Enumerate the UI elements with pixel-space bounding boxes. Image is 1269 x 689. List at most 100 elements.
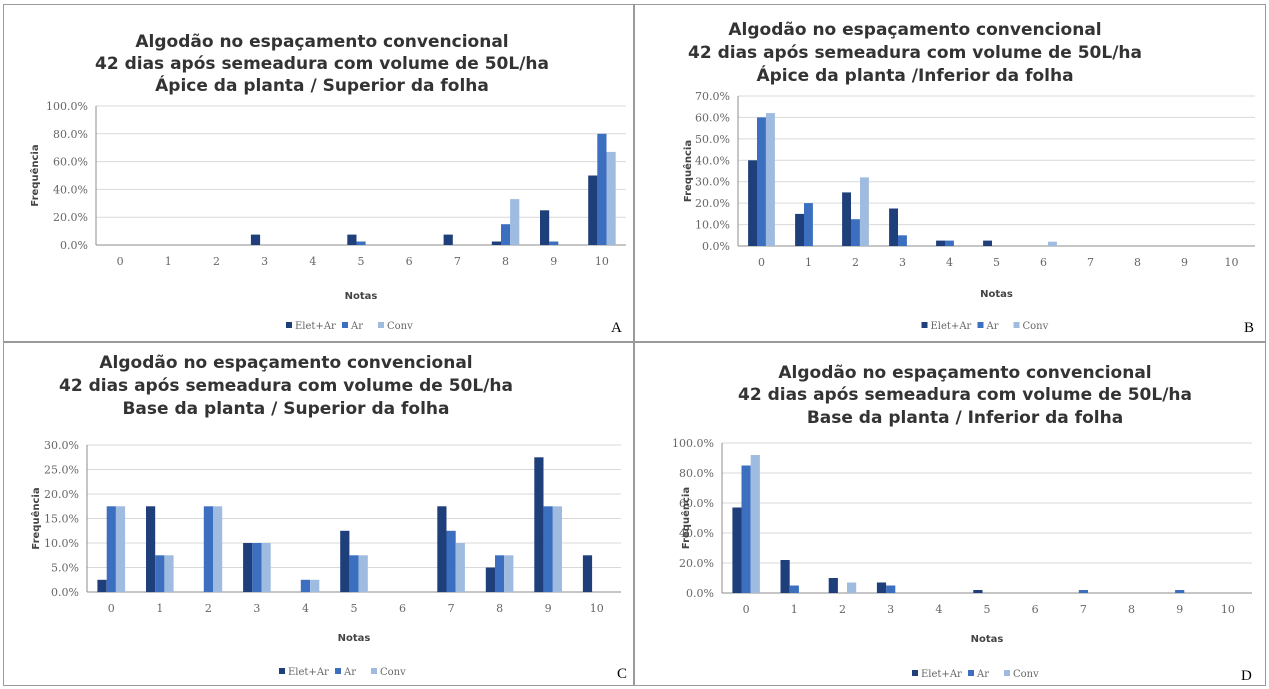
bar: [860, 177, 869, 246]
x-tick-label: 5: [351, 602, 358, 615]
x-tick-label: 1: [165, 255, 172, 268]
x-tick-label: 10: [590, 602, 604, 615]
bar: [795, 213, 804, 246]
y-tick-label: 40.0%: [53, 183, 88, 196]
chart-title-line: 42 dias após semeadura com volume de 50L…: [95, 54, 549, 74]
legend-swatch: [1013, 322, 1020, 328]
y-axis-title: Frequência: [680, 487, 692, 549]
legend-swatch: [286, 322, 292, 328]
bar: [597, 133, 607, 245]
x-tick-label: 10: [595, 255, 609, 268]
legend-swatch: [335, 668, 341, 674]
y-tick-label: 20.0%: [53, 211, 88, 224]
legend-label: Elet+Ar: [921, 669, 962, 680]
bar: [750, 455, 760, 593]
bar: [443, 234, 453, 245]
bar: [534, 457, 544, 593]
bar: [540, 210, 550, 246]
bar: [741, 465, 751, 593]
bar: [356, 241, 366, 245]
chart-title-line: Ápice da planta / Superior da folha: [155, 74, 489, 96]
x-tick-label: 1: [791, 603, 798, 616]
bar: [358, 555, 368, 593]
bar: [876, 582, 887, 593]
x-tick-label: 9: [545, 602, 552, 615]
chart-title-line: Base da planta / Inferior da folha: [807, 408, 1123, 428]
legend-label: Elet+Ar: [295, 321, 336, 332]
x-tick-label: 8: [496, 602, 503, 615]
bar: [437, 506, 447, 593]
x-tick-label: 5: [984, 603, 991, 616]
bar: [300, 579, 310, 593]
bar: [851, 219, 860, 246]
x-tick-label: 3: [253, 602, 260, 615]
x-tick-label: 8: [1134, 256, 1141, 269]
y-axis-title: Frequência: [30, 487, 42, 549]
bar: [886, 585, 896, 593]
legend-swatch: [921, 322, 928, 328]
y-tick-label: 10.0%: [695, 219, 730, 232]
bar: [889, 208, 898, 246]
x-tick-label: 9: [1176, 603, 1183, 616]
x-tick-label: 6: [1032, 603, 1039, 616]
bar: [349, 555, 359, 593]
y-tick-label: 80.0%: [53, 128, 88, 141]
legend-swatch: [279, 668, 285, 674]
x-tick-label: 2: [852, 256, 859, 269]
chart-panel-c: Algodão no espaçamento convencional 42 di…: [3, 342, 634, 686]
bar: [252, 543, 262, 592]
bar: [898, 235, 907, 246]
bar: [936, 240, 945, 246]
legend-swatch: [371, 668, 377, 674]
x-tick-label: 5: [993, 256, 1000, 269]
chart-title-line: 42 dias após semeadura com volume de 50L…: [738, 385, 1192, 405]
bar: [261, 543, 271, 592]
bar: [828, 578, 838, 593]
bar: [504, 555, 514, 593]
bar: [97, 579, 107, 593]
bar: [847, 582, 857, 593]
y-tick-label: 30.0%: [44, 439, 79, 452]
bar: [501, 224, 511, 245]
bar: [1048, 241, 1057, 246]
x-tick-label: 7: [454, 255, 461, 268]
legend-swatch: [977, 322, 984, 328]
bar: [446, 530, 456, 593]
y-axis-title: Frequência: [29, 144, 41, 206]
x-tick-label: 7: [1087, 256, 1094, 269]
y-tick-label: 100.0%: [672, 437, 714, 450]
bar: [310, 579, 320, 593]
x-tick-label: 6: [399, 602, 406, 615]
bar: [155, 555, 165, 593]
y-tick-label: 30.0%: [695, 176, 730, 189]
bar: [983, 240, 992, 246]
legend-label: Conv: [1023, 321, 1049, 332]
y-tick-label: 100.0%: [46, 100, 88, 113]
bar: [340, 530, 350, 593]
x-tick-label: 0: [117, 255, 124, 268]
y-tick-label: 10.0%: [44, 537, 79, 550]
y-tick-label: 0.0%: [686, 587, 714, 600]
legend-label: Elet+Ar: [931, 321, 972, 332]
legend-swatch: [1004, 670, 1010, 676]
x-tick-label: 3: [899, 256, 906, 269]
chart-title-line: 42 dias após semeadura com volume de 50L…: [59, 376, 513, 396]
y-tick-label: 50.0%: [695, 133, 730, 146]
bar: [973, 590, 983, 593]
x-tick-label: 0: [758, 256, 765, 269]
chart-title-line: Algodão no espaçamento convencional: [728, 20, 1101, 40]
chart-title-line: Algodão no espaçamento convencional: [778, 363, 1151, 383]
legend-label: Ar: [343, 667, 356, 678]
y-tick-label: 80.0%: [679, 467, 714, 480]
x-tick-label: 10: [1225, 256, 1239, 269]
x-tick-label: 10: [1221, 603, 1235, 616]
x-tick-label: 2: [839, 603, 846, 616]
y-tick-label: 60.0%: [53, 156, 88, 169]
x-tick-label: 1: [156, 602, 163, 615]
x-tick-label: 3: [261, 255, 268, 268]
y-tick-label: 0.0%: [51, 586, 79, 599]
x-tick-label: 8: [1128, 603, 1135, 616]
bar: [485, 567, 495, 592]
